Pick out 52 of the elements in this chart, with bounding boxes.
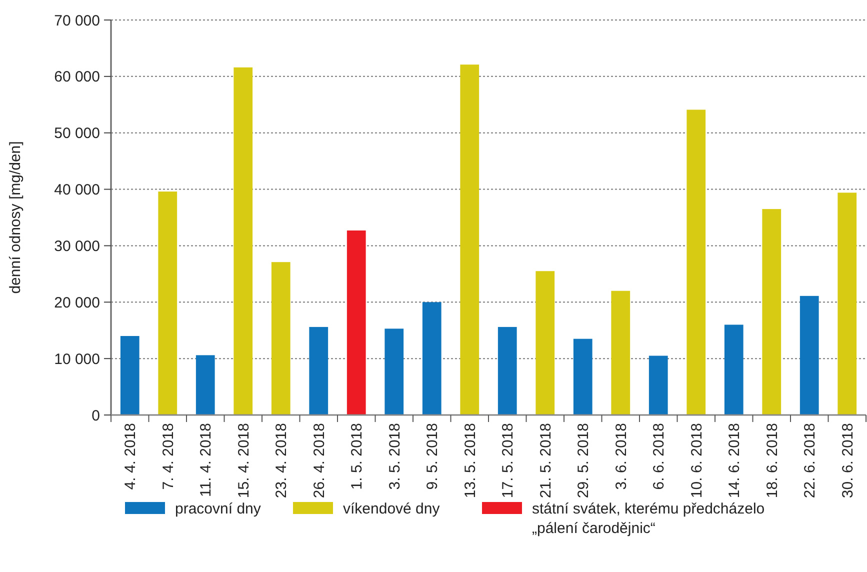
- x-tick-label: 23. 4. 2018: [273, 423, 290, 498]
- y-tick-label: 0: [92, 407, 100, 424]
- x-tick-label: 14. 6. 2018: [726, 423, 744, 498]
- x-tick-label: 11. 4. 2018: [198, 423, 215, 497]
- x-tick-label: 15. 4. 2018: [235, 423, 252, 498]
- bar: [346, 230, 366, 415]
- bar: [158, 192, 178, 415]
- x-tick-label: 13. 5. 2018: [462, 423, 479, 498]
- bar: [460, 64, 480, 415]
- legend-label: pracovní dny: [175, 500, 262, 518]
- x-tick-label: 29. 5. 2018: [575, 423, 592, 498]
- y-axis-title: denní odnosy [mg/den]: [7, 141, 24, 294]
- bar: [271, 262, 290, 415]
- bar: [309, 326, 328, 415]
- y-tick-label: 30 000: [54, 238, 100, 255]
- y-tick-label: 60 000: [54, 68, 100, 86]
- bar: [724, 324, 744, 415]
- bar: [648, 356, 668, 415]
- x-tick-label: 6. 6. 2018: [650, 423, 668, 490]
- y-tick-label: 10 000: [54, 350, 100, 368]
- bar: [762, 209, 782, 415]
- x-tick-label: 17. 5. 2018: [500, 423, 517, 498]
- x-tick-label: 30. 6. 2018: [839, 423, 856, 498]
- bar: [800, 296, 819, 415]
- y-tick-label: 70 000: [54, 12, 100, 30]
- x-tick-label: 26. 4. 2018: [310, 423, 328, 498]
- legend-label: státní svátek, kterému předcházelo „pálení čarodějnic“: [532, 500, 765, 537]
- y-tick-label: 50 000: [54, 125, 100, 142]
- bar: [686, 110, 706, 415]
- x-tick-label: 10. 6. 2018: [688, 423, 706, 498]
- x-tick-label: 4. 4. 2018: [122, 423, 140, 490]
- bar: [422, 302, 442, 415]
- legend-label: víkendové dny: [343, 500, 440, 518]
- bar: [838, 192, 857, 415]
- y-tick-label: 20 000: [54, 294, 100, 312]
- x-tick-label: 21. 5. 2018: [537, 423, 554, 498]
- bar: [498, 326, 517, 415]
- bar: [573, 338, 592, 415]
- x-tick-label: 18. 6. 2018: [764, 423, 781, 498]
- x-tick-label: 3. 5. 2018: [386, 423, 404, 490]
- x-tick-label: 22. 6. 2018: [802, 423, 819, 498]
- x-tick-label: 3. 6. 2018: [612, 423, 630, 490]
- bar: [234, 67, 253, 415]
- x-tick-label: 1. 5. 2018: [348, 423, 366, 490]
- bar: [196, 355, 215, 415]
- bar: [120, 336, 140, 415]
- bar: [611, 290, 630, 415]
- x-tick-label: 9. 5. 2018: [424, 423, 442, 490]
- x-tick-label: 7. 4. 2018: [160, 423, 177, 490]
- y-tick-label: 40 000: [54, 182, 100, 199]
- bar: [536, 271, 555, 415]
- bar: [384, 328, 404, 415]
